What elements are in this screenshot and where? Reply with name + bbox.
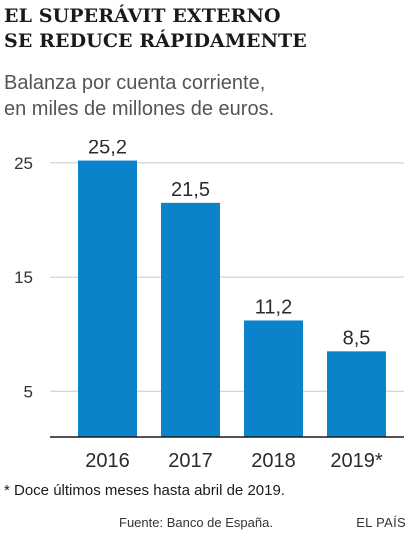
data-label: 11,2: [255, 296, 292, 318]
y-tick-label: 25: [14, 154, 33, 173]
source-credit: Fuente: Banco de España.: [119, 515, 273, 530]
data-label: 25,2: [88, 140, 127, 159]
bar-chart: 5 15 25 25,2 2016 21,5 2017 11,2 2018 8,5 2019*: [14, 140, 404, 472]
x-tick-label: 2017: [168, 450, 213, 472]
chart-title: EL SUPERÁVIT EXTERNO SE REDUCE RÁPIDAMEN…: [4, 4, 404, 54]
x-tick-label: 2018: [251, 450, 296, 472]
chart-subtitle-line-2: en miles de millones de euros.: [4, 98, 275, 120]
chart-title-line-1: EL SUPERÁVIT EXTERNO: [4, 5, 281, 27]
bar: [161, 202, 220, 437]
chart-subtitle: Balanza por cuenta corriente, en miles d…: [4, 70, 404, 122]
bar: [78, 160, 137, 438]
publisher-logo: EL PAÍS: [356, 515, 406, 530]
bar: [244, 320, 303, 437]
data-label: 8,5: [343, 327, 371, 349]
x-tick-label: 2019*: [330, 450, 382, 472]
y-tick-label: 5: [24, 382, 33, 401]
footnote: * Doce últimos meses hasta abril de 2019…: [4, 482, 285, 499]
chart-subtitle-line-1: Balanza por cuenta corriente,: [4, 72, 266, 94]
y-tick-label: 15: [14, 268, 33, 287]
data-label: 21,5: [171, 179, 210, 201]
chart-title-line-2: SE REDUCE RÁPIDAMENTE: [4, 30, 307, 52]
x-tick-label: 2016: [85, 450, 130, 472]
bar: [327, 351, 386, 437]
